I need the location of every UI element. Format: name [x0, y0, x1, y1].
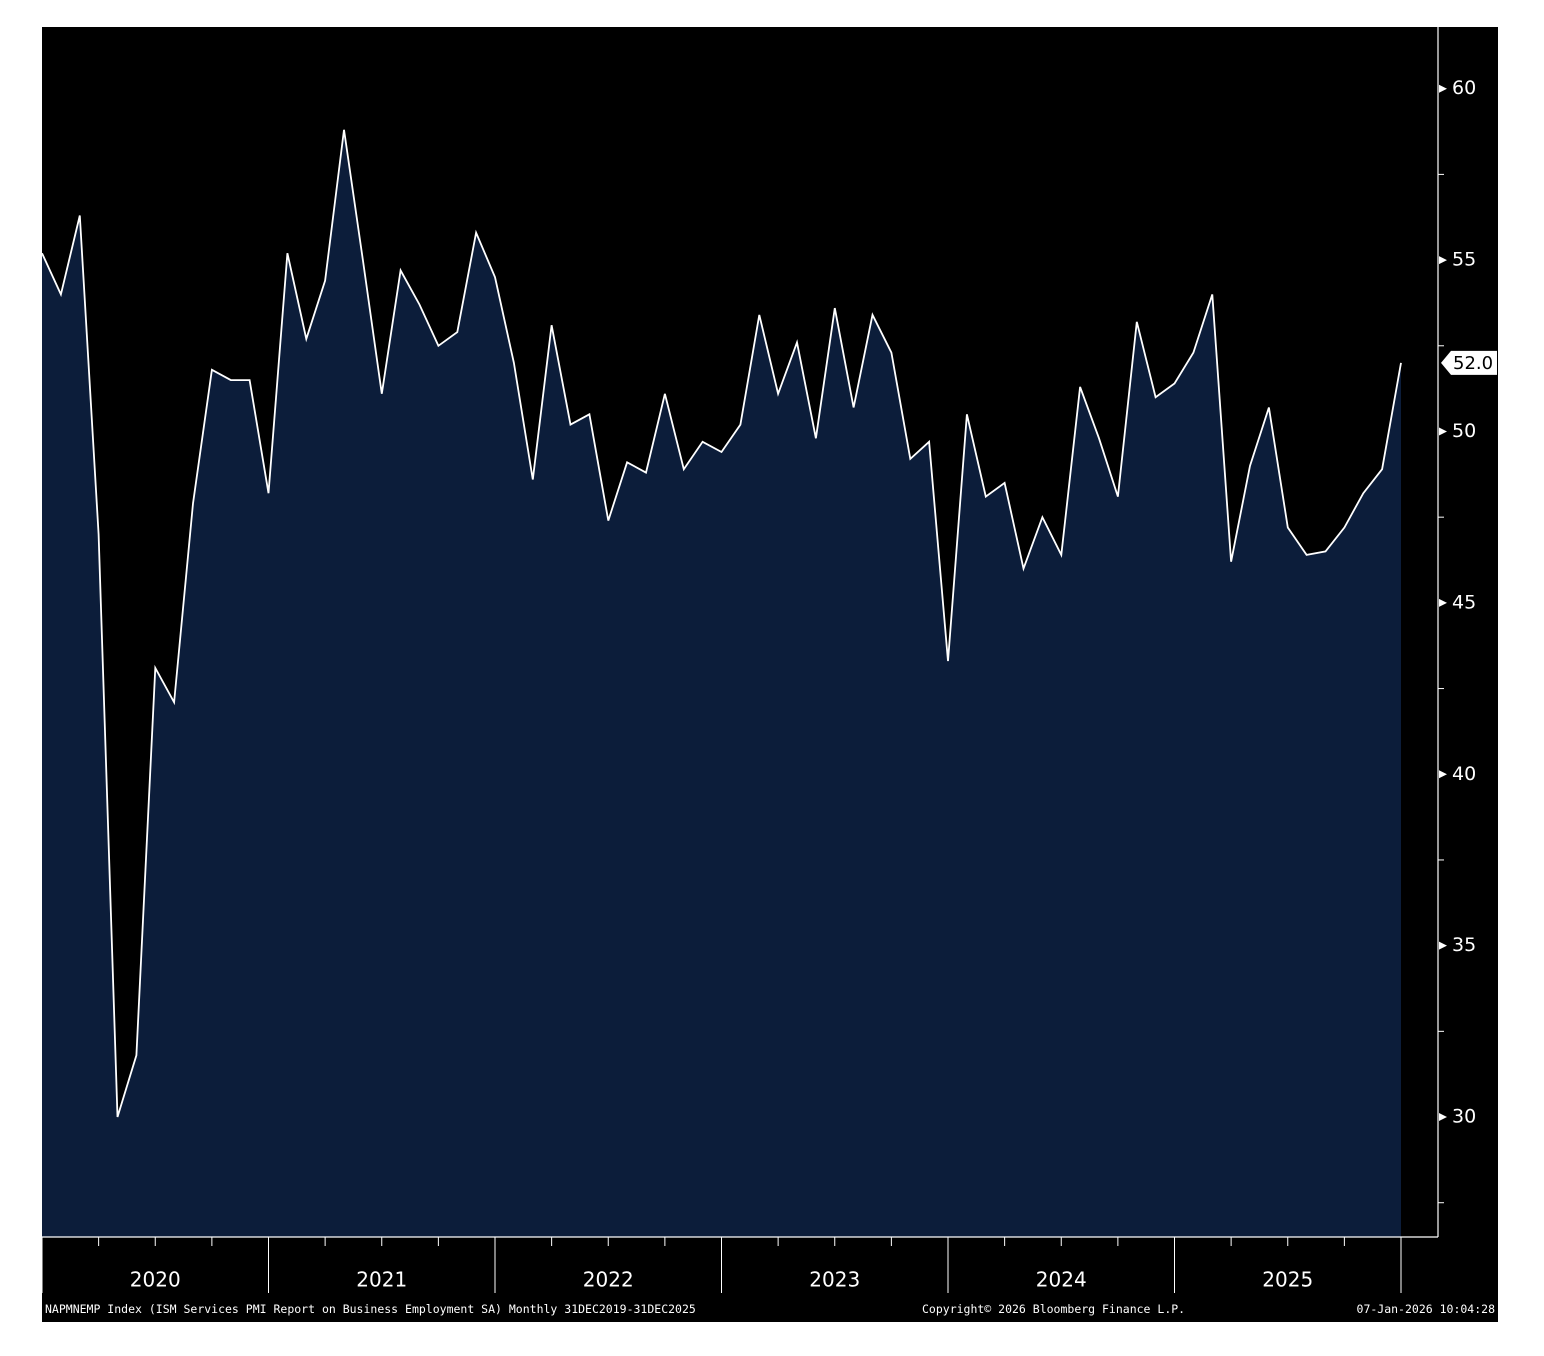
y-tick-30 — [1439, 1113, 1447, 1122]
y-tick-50 — [1439, 427, 1447, 436]
y-tick-label-55: 55 — [1452, 249, 1476, 271]
y-tick-label-35: 35 — [1452, 934, 1476, 956]
plot-area — [41, 129, 1402, 1237]
series-line — [41, 129, 1402, 1118]
y-axis: 30 35 40 45 50 55 60 — [1437, 27, 1476, 1237]
x-tick-label-2025: 2025 — [1262, 1268, 1313, 1292]
y-tick-label-45: 45 — [1452, 591, 1476, 613]
y-tick-60 — [1439, 84, 1447, 93]
y-tick-label-40: 40 — [1452, 763, 1476, 785]
last-value-tag — [1441, 350, 1497, 375]
y-tick-55 — [1439, 256, 1447, 265]
last-value-label: 52.0 — [1453, 353, 1493, 374]
series-area — [42, 129, 1401, 1237]
x-tick-label-2021: 2021 — [356, 1268, 407, 1292]
footer-copyright: Copyright© 2026 Bloomberg Finance L.P. — [922, 1302, 1185, 1316]
y-tick-label-50: 50 — [1452, 420, 1476, 442]
x-axis: 2020 2021 2022 2023 2024 2025 — [41, 1236, 1438, 1293]
y-tick-35 — [1439, 941, 1447, 950]
x-tick-label-2022: 2022 — [583, 1268, 634, 1292]
y-tick-40 — [1439, 770, 1447, 779]
y-tick-45 — [1439, 598, 1447, 607]
y-tick-label-30: 30 — [1452, 1106, 1476, 1128]
footer: NAPMNEMP Index (ISM Services PMI Report … — [45, 1302, 1495, 1316]
y-tick-label-60: 60 — [1452, 77, 1476, 99]
last-value-marker: 52.0 — [1441, 350, 1497, 375]
x-tick-label-2024: 2024 — [1036, 1268, 1087, 1292]
footer-source: NAPMNEMP Index (ISM Services PMI Report … — [45, 1302, 696, 1316]
x-tick-label-2020: 2020 — [130, 1268, 181, 1292]
footer-timestamp: 07-Jan-2026 10:04:28 — [1357, 1302, 1496, 1316]
x-tick-label-2023: 2023 — [809, 1268, 860, 1292]
